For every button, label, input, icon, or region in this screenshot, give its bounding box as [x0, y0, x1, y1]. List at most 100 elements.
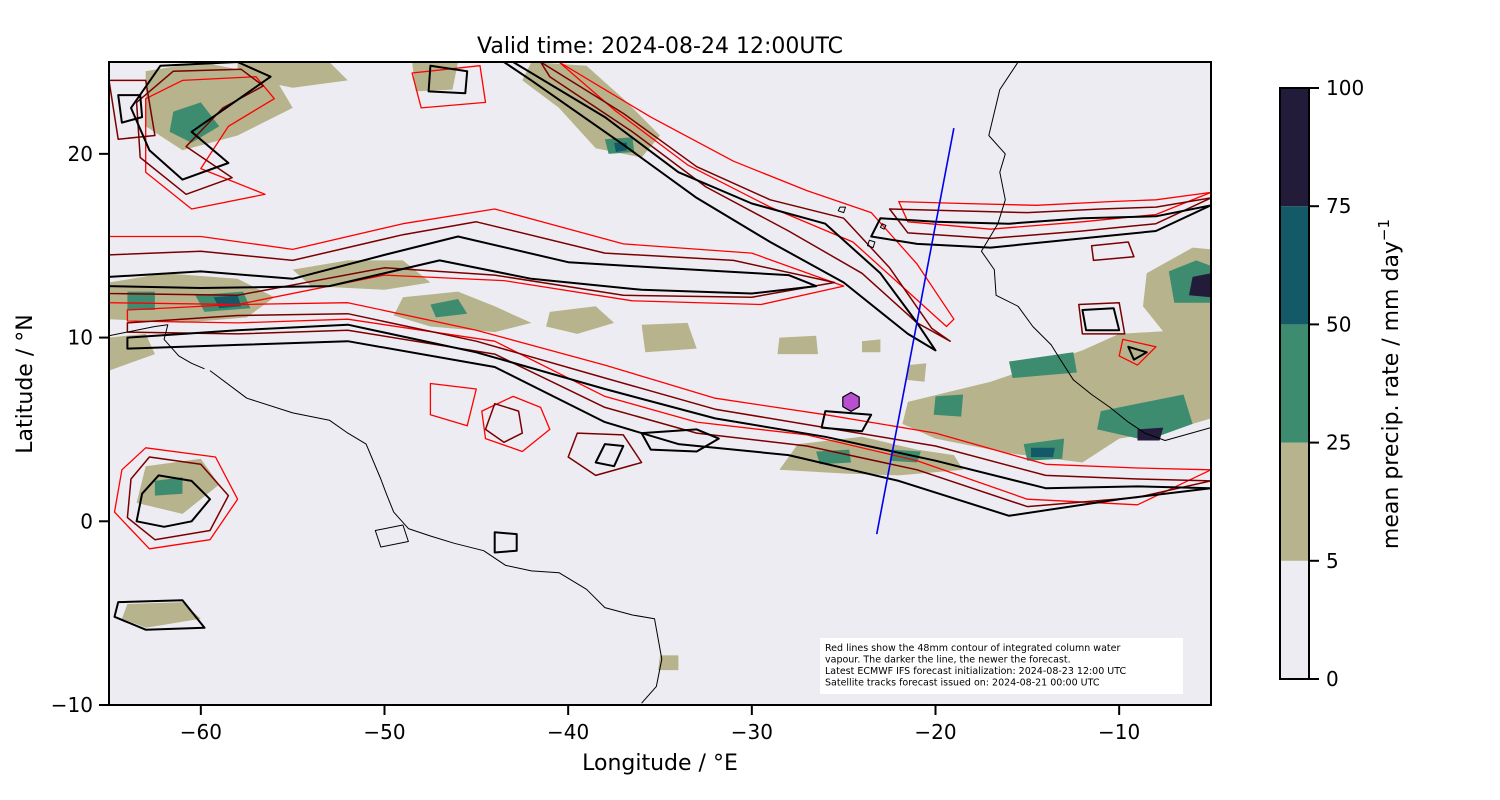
- satellite-track-line: [875, 127, 955, 535]
- y-tick-label: 20: [68, 142, 93, 166]
- precip-region-17: [641, 322, 697, 353]
- precip-region-35: [154, 477, 183, 496]
- colorbar-tick-label: 0: [1326, 667, 1339, 691]
- ivt-contour-newest-33: [1127, 345, 1148, 361]
- map-panel: [108, 61, 1212, 706]
- precip-region-19: [862, 339, 881, 353]
- ivt-contour-mid-14: [135, 68, 265, 196]
- colorbar-tick-label: 100: [1326, 76, 1364, 100]
- coastline-west-africa: [980, 62, 1211, 441]
- precip-region-8: [109, 273, 275, 323]
- colorbar-segment-4: [1280, 206, 1309, 325]
- coastline-cape-verde-2: [867, 239, 876, 249]
- coastline-cape-verde-1: [837, 206, 846, 214]
- y-tick-label: 10: [68, 326, 93, 350]
- annotation-line-4: Satellite tracks forecast issued on: 202…: [825, 678, 1100, 689]
- colorbar-tick-label: 75: [1326, 194, 1351, 218]
- ivt-contour-old-26: [429, 382, 477, 427]
- ivt-contour-old-17: [411, 65, 487, 109]
- ivt-contour-mid-32: [1078, 301, 1126, 335]
- precip-region-33: [1189, 273, 1211, 298]
- coastline-venezuela: [109, 324, 205, 370]
- coastline-marajo: [374, 524, 409, 548]
- ivt-contour-newest-31: [1081, 307, 1121, 332]
- precip-region-16: [546, 306, 615, 334]
- y-tick-label: 0: [80, 509, 93, 533]
- ivt-contour-mid-11: [888, 197, 1211, 240]
- x-tick-label: −20: [914, 720, 956, 744]
- coastline-south-america: [209, 370, 663, 704]
- precip-region-25: [933, 394, 964, 417]
- x-tick-label: −40: [547, 720, 589, 744]
- ivt-contour-newest-28: [594, 443, 625, 468]
- colorbar-segment-5: [1280, 88, 1309, 207]
- y-tick-label: −10: [51, 693, 93, 717]
- ivt-contour-old-34: [1118, 338, 1157, 366]
- ivt-contour-mid-19: [109, 79, 156, 140]
- precip-region-10: [127, 291, 155, 310]
- ivt-contour-newest-18: [117, 94, 144, 124]
- precip-region-15: [430, 299, 468, 318]
- ivt-contour-old-9: [558, 62, 955, 328]
- colorbar-segment-1: [1280, 560, 1309, 679]
- y-axis: −10 0 10 20: [51, 142, 109, 717]
- colorbar-frame: [1279, 87, 1310, 680]
- colorbar-label: mean precip. rate / mm day−1: [1375, 219, 1404, 549]
- ivt-contour-newest-13: [130, 62, 272, 181]
- precip-region-2: [169, 102, 220, 143]
- colorbar-segment-2: [1280, 442, 1309, 561]
- x-axis-title: Longitude / °E: [582, 751, 738, 776]
- ivt-contour-mid-25: [484, 402, 524, 444]
- precip-region-13: [292, 260, 431, 290]
- coastline-cape-verde-3: [879, 223, 887, 230]
- colorbar-segment-3: [1280, 324, 1309, 443]
- ivt-contour-old-3: [109, 208, 845, 306]
- ivt-contour-newest-10: [870, 204, 1211, 249]
- colorbar-label-text: mean precip. rate / mm day: [1379, 241, 1404, 549]
- ivt-contour-mid-5: [126, 312, 1211, 508]
- colorbar-tick-label: 5: [1326, 549, 1339, 573]
- colorbar: 0 5 25 50 75 100 mean precip. rate / mm day−1: [1279, 76, 1404, 691]
- annotation-line-1: Red lines show the 48mm contour of integ…: [825, 643, 1120, 654]
- precip-region-21: [779, 436, 964, 476]
- colorbar-ticks: 0 5 25 50 75 100: [1309, 76, 1364, 691]
- ivt-contour-layer: [109, 62, 1211, 631]
- precip-region-9: [109, 333, 155, 371]
- ivt-contour-newest-1: [109, 235, 818, 295]
- plot-title: Valid time: 2024-08-24 12:00UTC: [477, 34, 843, 59]
- ivt-contour-newest-16: [427, 64, 469, 95]
- precip-region-18: [777, 335, 818, 355]
- annotation-background: [820, 638, 1183, 694]
- annotation-box: Red lines show the 48mm contour of integ…: [820, 638, 1183, 694]
- ivt-contour-newest-30: [820, 410, 873, 433]
- colorbar-tick-label: 25: [1326, 431, 1351, 455]
- ivt-contour-old-15: [145, 76, 275, 210]
- ivt-contour-newest-23: [113, 599, 206, 631]
- ivt-contour-mid-21: [126, 456, 230, 541]
- precip-region-29: [1031, 447, 1055, 457]
- satellite-track-layer: [842, 127, 955, 535]
- map-frame: [108, 61, 1212, 706]
- colorbar-label-exponent: −1: [1375, 219, 1393, 241]
- ivt-contour-newest-20: [135, 474, 211, 528]
- annotation-line-2: vapour. The darker the line, the newer t…: [825, 655, 1071, 666]
- precip-region-36: [121, 602, 201, 628]
- map-layers: [109, 62, 1211, 704]
- hexagon-marker: [842, 391, 860, 413]
- ivt-contour-old-12: [898, 191, 1211, 230]
- coastline-layer: [109, 62, 1211, 704]
- ivt-contour-mid-29: [567, 432, 643, 477]
- x-tick-label: −10: [1098, 720, 1140, 744]
- annotation-line-3: Latest ECMWF IFS forecast initialization…: [825, 666, 1126, 677]
- colorbar-segments: [1280, 88, 1309, 679]
- precip-region-37: [658, 655, 679, 671]
- x-tick-label: −50: [363, 720, 405, 744]
- y-axis-title: Latitude / °N: [13, 314, 38, 453]
- ivt-contour-newest-27: [640, 428, 720, 453]
- ivt-contour-mid-8: [539, 62, 951, 342]
- precip-region-20: [906, 363, 927, 382]
- ivt-contour-old-24: [481, 395, 551, 453]
- precip-region-27: [1097, 394, 1193, 441]
- ivt-contour-newest-7: [502, 62, 937, 352]
